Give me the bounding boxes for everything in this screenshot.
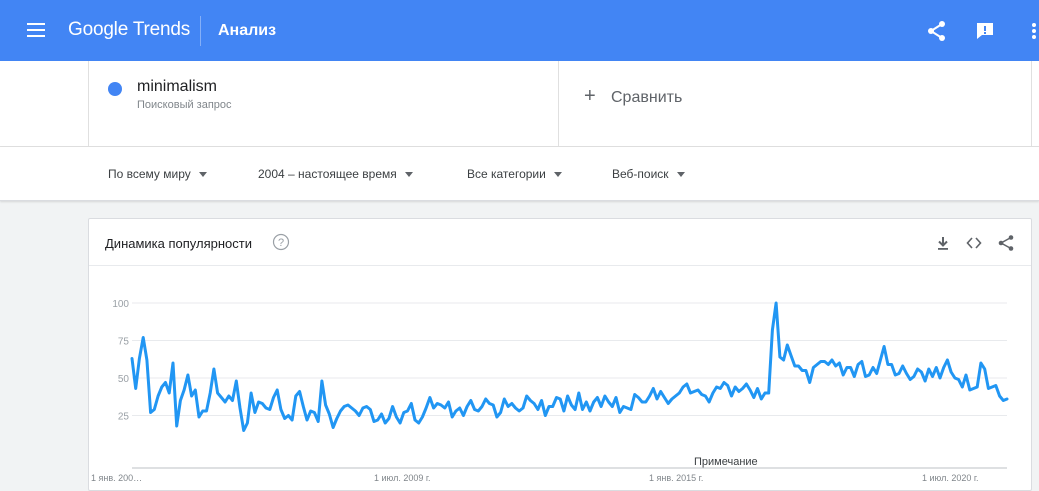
dropdown-caret-icon: [676, 172, 685, 178]
brand-google: Google: [68, 19, 129, 40]
share-icon[interactable]: [924, 18, 950, 44]
note-label[interactable]: Примечание: [694, 456, 758, 468]
category-filter[interactable]: Все категории: [467, 167, 562, 181]
interest-chart: 100 75 50 25 1 янв. 200… 1 июл. 2009 г. 1 янв…: [91, 299, 1009, 483]
brand-trends: Trends: [132, 19, 191, 40]
top-app-bar: Google Trends Анализ: [0, 0, 1039, 61]
x-tick-label: 1 июл. 2009 г.: [374, 473, 431, 483]
compare-label: Сравнить: [611, 89, 683, 106]
page-title: Анализ: [218, 22, 277, 39]
y-tick-label: 100: [112, 299, 129, 310]
more-vert-icon[interactable]: [1026, 18, 1039, 44]
x-tick-label: 1 янв. 200…: [91, 473, 142, 483]
period-filter[interactable]: 2004 – настоящее время: [258, 167, 413, 181]
feedback-icon[interactable]: [972, 18, 998, 44]
search-terms-bar: minimalism Поисковый запрос + Сравнить: [0, 61, 1039, 147]
dropdown-caret-icon: [404, 172, 413, 178]
download-icon[interactable]: [934, 234, 952, 252]
y-tick-label: 25: [118, 412, 130, 423]
y-tick-label: 50: [118, 374, 130, 385]
panel-header: Динамика популярности ?: [89, 219, 1031, 266]
term-name[interactable]: minimalism: [137, 78, 217, 95]
embed-icon[interactable]: [965, 234, 983, 252]
panel-title: Динамика популярности: [105, 236, 252, 251]
y-tick-label: 75: [118, 337, 130, 348]
menu-icon[interactable]: [27, 23, 45, 37]
search-type-filter-label: Веб-поиск: [612, 167, 669, 181]
x-tick-label: 1 июл. 2020 г.: [922, 473, 979, 483]
plus-icon: +: [584, 85, 596, 107]
category-filter-label: Все категории: [467, 167, 546, 181]
x-tick-label: 1 янв. 2015 г.: [649, 473, 703, 483]
share-icon[interactable]: [997, 234, 1015, 252]
filters-bar: По всему миру 2004 – настоящее время Все…: [0, 147, 1039, 201]
google-trends-logo[interactable]: Google Trends: [68, 19, 190, 41]
series-line-minimalism: [130, 301, 1009, 432]
divider: [200, 16, 201, 46]
help-icon[interactable]: ?: [272, 233, 290, 251]
region-filter[interactable]: По всему миру: [108, 167, 207, 181]
period-filter-label: 2004 – настоящее время: [258, 167, 397, 181]
search-term-card[interactable]: minimalism Поисковый запрос: [88, 61, 559, 147]
svg-text:?: ?: [278, 237, 284, 249]
search-type-filter[interactable]: Веб-поиск: [612, 167, 685, 181]
term-color-dot: [108, 82, 122, 96]
term-type: Поисковый запрос: [137, 99, 232, 111]
compare-button[interactable]: + Сравнить: [560, 61, 1032, 147]
interest-over-time-panel: Динамика популярности ? 100 75 50 25 1 янв.…: [88, 218, 1032, 491]
dropdown-caret-icon: [553, 172, 562, 178]
dropdown-caret-icon: [198, 172, 207, 178]
region-filter-label: По всему миру: [108, 167, 191, 181]
